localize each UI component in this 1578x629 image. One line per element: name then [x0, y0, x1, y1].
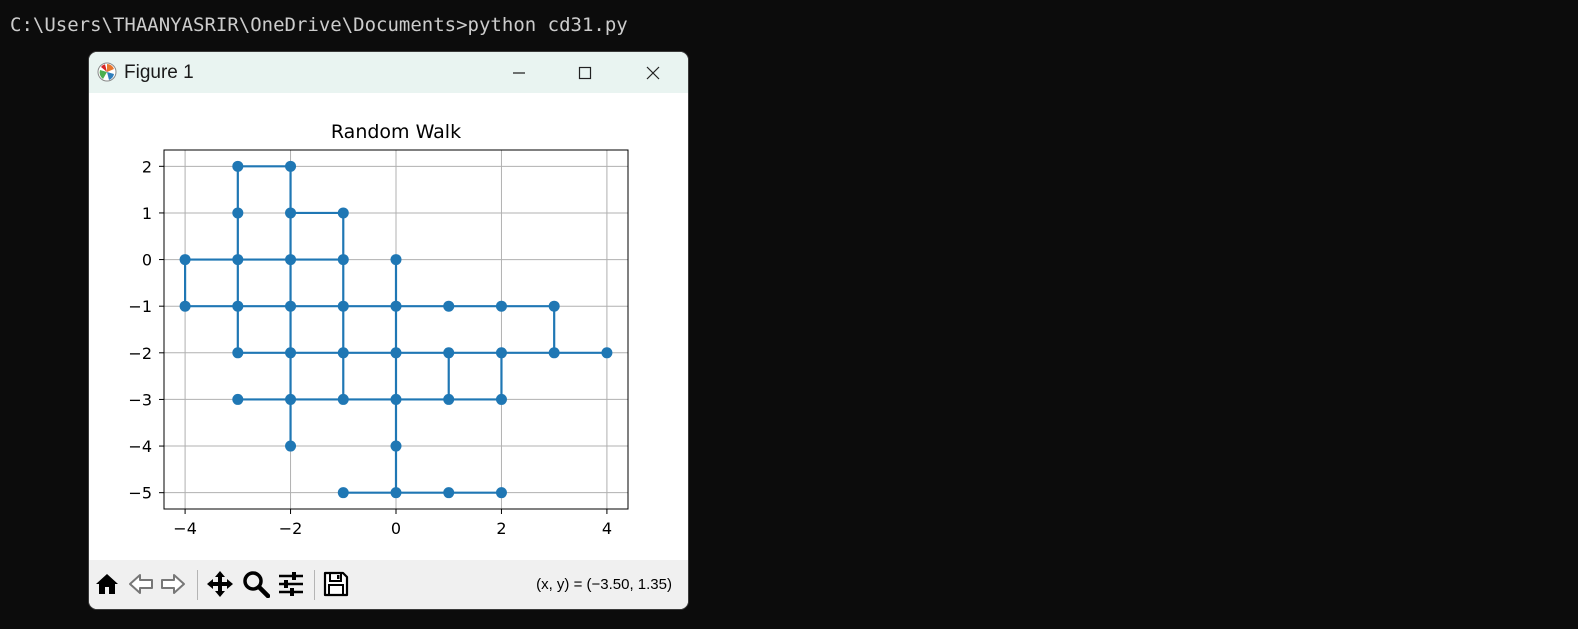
walk-point: [337, 254, 349, 266]
walk-point: [601, 347, 613, 359]
pan-icon: [207, 571, 233, 597]
walk-point: [179, 254, 191, 266]
y-tick-label: 1: [142, 204, 152, 223]
walk-point: [443, 347, 455, 359]
home-icon: [96, 574, 118, 594]
x-tick-label: −4: [173, 519, 197, 538]
walk-point: [495, 393, 507, 405]
walk-point: [495, 487, 507, 499]
y-tick-label: 0: [142, 251, 152, 270]
y-tick-label: −3: [128, 390, 152, 409]
cursor-coordinates: (x, y) = (−3.50, 1.35): [536, 576, 672, 593]
walk-point: [443, 487, 455, 499]
save-icon: [323, 571, 349, 597]
x-tick-label: −2: [279, 519, 303, 538]
forward-icon: [161, 574, 185, 594]
walk-point: [548, 300, 560, 312]
minimize-icon: [513, 71, 525, 74]
walk-point: [390, 254, 402, 266]
navigation-toolbar: (x, y) = (−3.50, 1.35): [89, 560, 688, 609]
walk-point: [443, 393, 455, 405]
walk-point: [285, 347, 297, 359]
random-walk-chart[interactable]: −4 −2 0 2 4 2 1 0 −1 −2 −3 −4 −5 Random Walk: [89, 93, 688, 560]
toolbar-separator: [314, 570, 315, 600]
walk-point: [390, 393, 402, 405]
plot-canvas[interactable]: −4 −2 0 2 4 2 1 0 −1 −2 −3 −4 −5 Random Walk: [89, 93, 688, 560]
maximize-button[interactable]: [552, 52, 618, 93]
forward-button[interactable]: [157, 568, 189, 600]
toolbar-separator: [197, 570, 198, 600]
save-button[interactable]: [320, 568, 352, 600]
back-button[interactable]: [125, 568, 157, 600]
walk-point: [337, 487, 349, 499]
configure-subplots-button[interactable]: [275, 568, 307, 600]
close-icon: [646, 66, 660, 79]
x-tick-label: 4: [602, 519, 612, 538]
x-tick-label: 0: [391, 519, 401, 538]
walk-point: [285, 393, 297, 405]
walk-point: [285, 440, 297, 452]
terminal-command-line: C:\Users\THAANYASRIR\OneDrive\Documents>…: [10, 14, 628, 36]
chart-title: Random Walk: [331, 121, 461, 143]
walk-point: [232, 393, 244, 405]
window-title: Figure 1: [124, 62, 194, 83]
y-tick-label: 2: [142, 157, 152, 176]
pan-button[interactable]: [204, 568, 236, 600]
walk-point: [390, 300, 402, 312]
walk-point: [337, 300, 349, 312]
matplotlib-icon: [97, 62, 117, 86]
window-titlebar[interactable]: Figure 1: [89, 52, 688, 93]
walk-point: [443, 300, 455, 312]
y-tick-label: −1: [128, 297, 152, 316]
figure-window: Figure 1 −4 −2 0 2 4 2 1 0 −1 −2 −3 −4 −5 Random Wal…: [89, 52, 688, 609]
x-tick-label: 2: [496, 519, 506, 538]
walk-point: [179, 300, 191, 312]
walk-point: [337, 347, 349, 359]
walk-point: [232, 254, 244, 266]
walk-point: [285, 300, 297, 312]
walk-point: [285, 207, 297, 219]
walk-point: [337, 393, 349, 405]
walk-point: [495, 347, 507, 359]
walk-point: [232, 160, 244, 172]
walk-point: [390, 440, 402, 452]
home-button[interactable]: [91, 568, 123, 600]
walk-point: [232, 347, 244, 359]
walk-point: [285, 254, 297, 266]
walk-point: [390, 487, 402, 499]
minimize-button[interactable]: [486, 52, 552, 93]
walk-point: [495, 300, 507, 312]
walk-point: [232, 207, 244, 219]
zoom-button[interactable]: [240, 568, 272, 600]
y-tick-label: −5: [128, 484, 152, 503]
close-button[interactable]: [620, 52, 686, 93]
y-tick-label: −4: [128, 437, 152, 456]
zoom-icon: [243, 571, 270, 598]
walk-point: [285, 160, 297, 172]
walk-point: [232, 300, 244, 312]
walk-point: [548, 347, 560, 359]
configure-subplots-icon: [279, 572, 303, 596]
maximize-icon: [578, 66, 592, 79]
y-tick-label: −2: [128, 344, 152, 363]
back-icon: [129, 574, 153, 594]
walk-point: [337, 207, 349, 219]
walk-point: [390, 347, 402, 359]
